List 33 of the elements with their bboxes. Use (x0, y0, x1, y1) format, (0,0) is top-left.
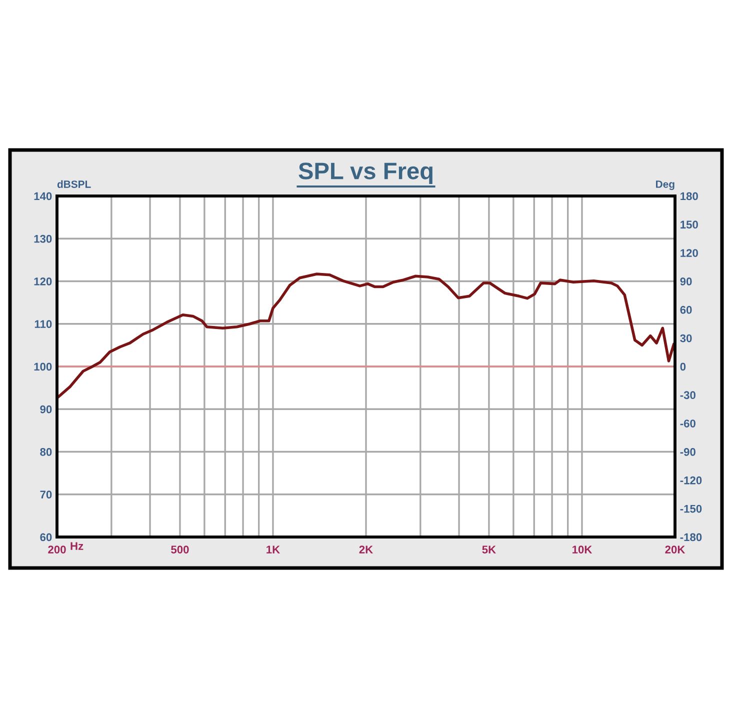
x-tick-label: 10K (572, 546, 592, 554)
y2-tick-label: -180 (680, 533, 702, 542)
x-tick-label: 1K (266, 546, 280, 554)
x-tick-label: 500 (171, 546, 189, 554)
y2-tick-label: 150 (680, 220, 698, 229)
y-tick-label: 100 (34, 362, 52, 371)
y-tick-label: 60 (40, 533, 52, 542)
y2-tick-label: -120 (680, 476, 702, 484)
x-tick-label: 20K (665, 546, 686, 554)
y2-tick-label: 60 (680, 306, 692, 314)
y2-tick-label: 30 (680, 334, 692, 342)
y2-tick-label: 120 (680, 249, 698, 257)
y2-tick-label: 180 (680, 192, 698, 200)
x-axis-title: Hz (70, 542, 84, 550)
y-tick-label: 110 (34, 320, 52, 328)
y-tick-label: 140 (34, 192, 52, 200)
y2-axis-title: Deg (656, 180, 674, 190)
y2-tick-label: -90 (680, 448, 696, 456)
y-tick-label: 120 (34, 278, 52, 286)
y2-tick-label: -30 (680, 391, 696, 400)
y-tick-label: 90 (40, 405, 52, 414)
chart-title: SPL vs Freq (298, 162, 432, 184)
y2-tick-label: -60 (680, 420, 696, 428)
y-tick-label: 80 (40, 448, 52, 456)
x-tick-label: 200 (48, 546, 66, 554)
y2-tick-label: 0 (680, 362, 686, 371)
x-tick-label: 5K (482, 546, 496, 554)
y-tick-label: 130 (34, 234, 52, 243)
x-tick-label: 2K (359, 546, 373, 554)
y2-tick-label: -150 (680, 504, 702, 513)
y-tick-label: 70 (40, 490, 52, 499)
y2-tick-label: 90 (680, 278, 692, 286)
y-axis-title: dBSPL (57, 180, 91, 188)
